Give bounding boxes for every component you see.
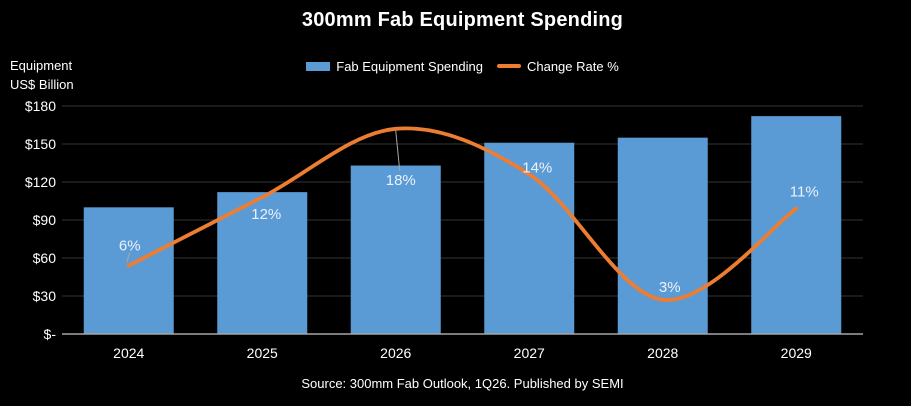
y-tick-label: $90 xyxy=(33,212,57,228)
change-rate-label: 6% xyxy=(119,238,141,255)
bar-2025 xyxy=(217,192,308,334)
change-rate-label: 18% xyxy=(386,172,416,189)
y-axis-title-line2: US$ Billion xyxy=(10,77,74,92)
y-tick-label: $150 xyxy=(25,136,56,152)
y-tick-label: $180 xyxy=(25,98,56,114)
y-tick-label: $60 xyxy=(33,250,57,266)
legend: Fab Equipment Spending Change Rate % xyxy=(62,56,863,76)
change-rate-label: 3% xyxy=(659,279,681,296)
x-category-label: 2026 xyxy=(380,345,411,361)
legend-item-change-rate: Change Rate % xyxy=(496,58,619,74)
source-note: Source: 300mm Fab Outlook, 1Q26. Publish… xyxy=(301,376,624,391)
chart-title: 300mm Fab Equipment Spending xyxy=(301,9,624,31)
y-tick-label: $30 xyxy=(33,288,57,304)
change-rate-line xyxy=(126,126,799,302)
legend-item-label: Change Rate % xyxy=(526,58,619,74)
label-leader-line xyxy=(126,252,131,263)
bar-2026 xyxy=(350,165,441,334)
change-rate-label: 14% xyxy=(522,159,552,176)
bar-2029 xyxy=(751,116,842,334)
y-tick-label: $120 xyxy=(25,174,56,190)
x-category-label: 2025 xyxy=(247,345,278,361)
legend-item-label: Fab Equipment Spending xyxy=(336,58,483,74)
x-category-label: 2027 xyxy=(514,345,545,361)
bar-2024 xyxy=(83,207,174,334)
change-rate-label: 12% xyxy=(251,206,281,223)
legend-line-swatch-icon xyxy=(496,64,521,68)
x-category-label: 2029 xyxy=(781,345,812,361)
y-tick-label: $- xyxy=(44,326,57,342)
x-category-label: 2024 xyxy=(113,345,144,361)
x-category-label: 2028 xyxy=(647,345,678,361)
change-rate-label: 11% xyxy=(790,184,819,201)
y-axis-title: Equipment US$ Billion xyxy=(10,56,74,94)
label-leader-line xyxy=(395,130,401,171)
legend-bar-swatch-icon xyxy=(306,61,331,71)
legend-item-spending: Fab Equipment Spending xyxy=(306,59,483,74)
y-axis-title-line1: Equipment xyxy=(10,58,73,73)
bar-2028 xyxy=(617,137,708,334)
